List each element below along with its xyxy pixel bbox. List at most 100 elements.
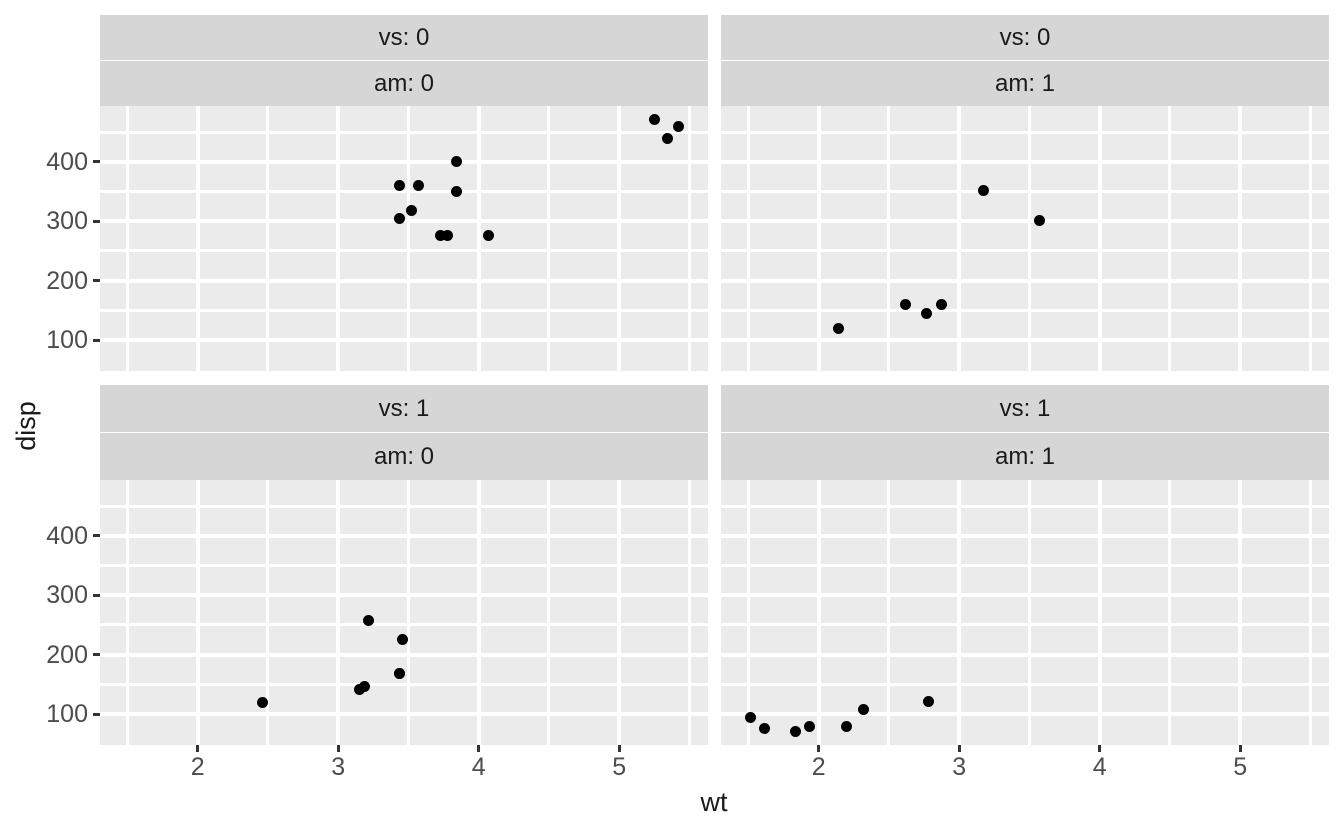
x-tick-mark — [336, 745, 340, 752]
facet-strip-am: am: 1 — [721, 61, 1329, 106]
scatter-point — [257, 696, 269, 708]
minor-gridline-y — [721, 190, 1329, 194]
minor-gridline-y — [721, 564, 1329, 568]
minor-gridline-x — [1027, 480, 1031, 745]
y-tick-label: 300 — [46, 207, 88, 236]
scatter-point — [789, 725, 801, 737]
major-gridline-x — [617, 106, 622, 371]
major-gridline-y — [100, 593, 708, 598]
scatter-point — [483, 230, 495, 242]
y-tick-mark — [93, 219, 100, 223]
minor-gridline-y — [721, 504, 1329, 508]
scatter-point — [359, 680, 371, 692]
minor-gridline-y — [100, 682, 708, 686]
minor-gridline-y — [100, 190, 708, 194]
scatter-point — [393, 213, 405, 225]
minor-gridline-x — [266, 106, 270, 371]
scatter-point — [858, 703, 870, 715]
minor-gridline-y — [100, 308, 708, 312]
minor-gridline-x — [1168, 480, 1172, 745]
x-tick-mark — [617, 745, 621, 752]
scatter-point — [744, 711, 756, 723]
major-gridline-y — [721, 652, 1329, 657]
major-gridline-x — [957, 106, 962, 371]
scatter-point — [804, 721, 816, 733]
facet-strip-vs: vs: 1 — [721, 385, 1329, 432]
minor-gridline-y — [100, 130, 708, 134]
strip-label: vs: 0 — [999, 23, 1051, 51]
facet-panel-vs1-am1 — [721, 480, 1329, 745]
scatter-point — [1033, 215, 1045, 227]
minor-gridline-y — [100, 623, 708, 627]
y-tick-label: 100 — [46, 326, 88, 355]
major-gridline-y — [100, 652, 708, 657]
facet-strip-am: am: 1 — [721, 433, 1329, 480]
major-gridline-y — [721, 278, 1329, 283]
y-tick-label: 100 — [46, 700, 88, 729]
major-gridline-x — [476, 480, 481, 745]
minor-gridline-x — [406, 106, 410, 371]
y-tick-label: 200 — [46, 266, 88, 295]
x-tick-mark — [477, 745, 481, 752]
major-gridline-x — [1097, 480, 1102, 745]
scatter-point — [412, 180, 424, 192]
y-tick-label: 300 — [46, 581, 88, 610]
strip-label: vs: 1 — [999, 394, 1051, 422]
x-tick-mark — [196, 745, 200, 752]
scatter-point — [922, 696, 934, 708]
scatter-point — [405, 205, 417, 217]
x-tick-label: 2 — [190, 753, 205, 781]
x-tick-label: 2 — [811, 753, 826, 781]
x-tick-label: 4 — [471, 753, 486, 781]
y-tick-label: 400 — [46, 147, 88, 176]
scatter-point — [397, 634, 409, 646]
x-tick-mark — [1238, 745, 1242, 752]
minor-gridline-y — [100, 564, 708, 568]
major-gridline-y — [100, 278, 708, 283]
scatter-point — [662, 132, 674, 144]
major-gridline-x — [195, 106, 200, 371]
scatter-point — [832, 322, 844, 334]
y-tick-mark — [93, 712, 100, 716]
major-gridline-y — [721, 593, 1329, 598]
minor-gridline-x — [746, 106, 750, 371]
facet-strip-am: am: 0 — [100, 433, 708, 480]
minor-gridline-x — [1308, 106, 1312, 371]
y-tick-mark — [93, 534, 100, 538]
major-gridline-y — [721, 159, 1329, 164]
minor-gridline-y — [100, 504, 708, 508]
x-tick-label: 4 — [1092, 753, 1107, 781]
minor-gridline-x — [887, 106, 891, 371]
scatter-point — [451, 156, 463, 168]
scatter-point — [648, 113, 660, 125]
y-tick-label: 400 — [46, 521, 88, 550]
y-tick-label: 200 — [46, 640, 88, 669]
x-tick-label: 3 — [952, 753, 967, 781]
minor-gridline-x — [266, 480, 270, 745]
minor-gridline-x — [547, 480, 551, 745]
facet-strip-vs: vs: 0 — [721, 15, 1329, 60]
minor-gridline-x — [1027, 106, 1031, 371]
strip-label: am: 0 — [373, 69, 435, 97]
facet-strip-am: am: 0 — [100, 61, 708, 106]
major-gridline-y — [721, 533, 1329, 538]
scatter-point — [394, 668, 406, 680]
x-tick-mark — [1098, 745, 1102, 752]
scatter-point — [442, 230, 454, 242]
facet-strip-vs: vs: 1 — [100, 385, 708, 432]
minor-gridline-y — [721, 682, 1329, 686]
major-gridline-x — [476, 106, 481, 371]
major-gridline-x — [336, 106, 341, 371]
scatter-point — [673, 120, 685, 132]
y-axis-title: disp — [11, 401, 41, 451]
minor-gridline-x — [687, 480, 691, 745]
major-gridline-y — [100, 712, 708, 717]
minor-gridline-x — [125, 106, 129, 371]
strip-label: vs: 0 — [378, 23, 430, 51]
major-gridline-y — [721, 219, 1329, 224]
minor-gridline-y — [721, 308, 1329, 312]
major-gridline-x — [617, 480, 622, 745]
scatter-point — [353, 684, 365, 696]
minor-gridline-y — [721, 623, 1329, 627]
minor-gridline-y — [100, 249, 708, 253]
